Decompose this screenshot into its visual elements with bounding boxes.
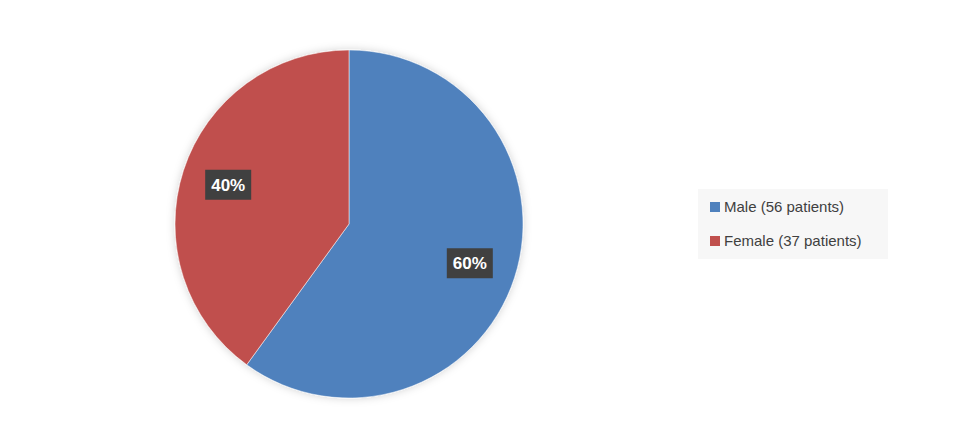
legend-box <box>698 189 888 259</box>
pie-slice <box>175 50 349 365</box>
legend-label: Female (37 patients) <box>724 232 862 249</box>
legend-swatch <box>710 236 720 246</box>
pie-slices <box>175 50 523 398</box>
data-label-text: 40% <box>211 176 245 195</box>
legend-swatch <box>710 202 720 212</box>
legend-label: Male (56 patients) <box>724 198 844 215</box>
data-label-text: 60% <box>453 254 487 273</box>
data-label: 40% <box>205 170 251 200</box>
data-label-box <box>447 248 493 278</box>
data-labels: 60% 40% <box>205 170 493 279</box>
data-label-box <box>205 170 251 200</box>
legend: Male (56 patients) Female (37 patients) <box>698 189 888 259</box>
chart-svg: 60% 40% Male (56 patients) Female (37 patie… <box>0 0 959 443</box>
chart-container: 60% 40% Male (56 patients) Female (37 patie… <box>0 0 959 443</box>
data-label: 60% <box>447 248 493 278</box>
